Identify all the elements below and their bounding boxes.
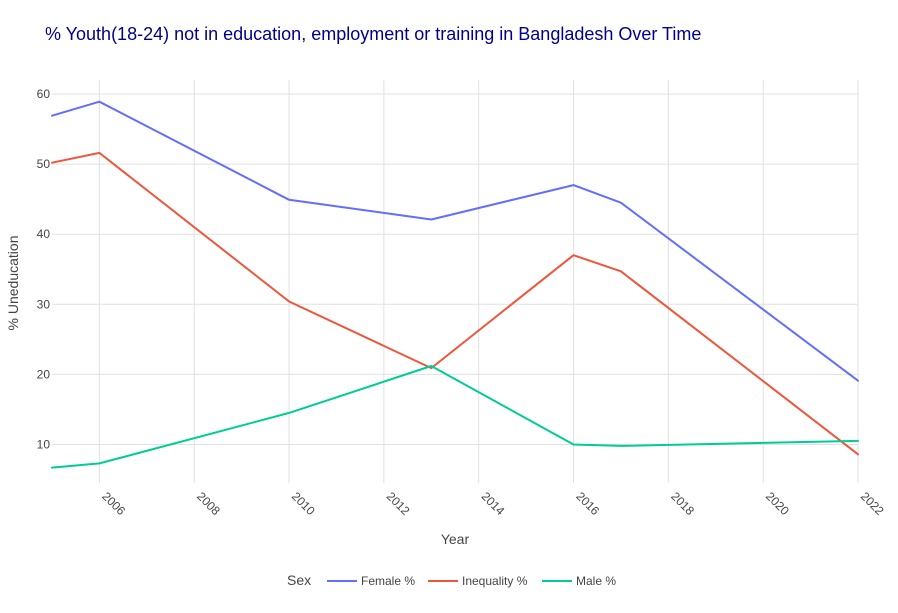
x-axis-title: Year [441,531,470,547]
y-axis-title: % Uneducation [5,236,21,331]
legend-title: Sex [287,572,311,588]
y-tick-label: 40 [37,227,51,241]
y-tick-label: 30 [37,297,51,311]
legend-item-male[interactable]: Male % [542,574,616,588]
legend-item-female[interactable]: Female % [327,574,415,588]
chart-title: % Youth(18-24) not in education, employm… [45,24,701,44]
legend-item-inequality[interactable]: Inequality % [428,574,528,588]
series-line-female [51,100,859,382]
legend-label: Inequality % [462,574,528,588]
legend-label: Female % [361,574,415,588]
series-line-inequality [51,151,859,456]
y-tick-label: 60 [37,87,51,101]
legend-items: Female % Inequality % Male % [327,574,616,588]
series-layer [51,100,859,469]
legend: Sex Female % Inequality % Male % [287,572,616,588]
y-tick-label: 50 [37,157,51,171]
y-tick-label: 10 [37,437,51,451]
legend-label: Male % [576,574,616,588]
y-tick-label: 20 [37,367,51,381]
series-line-male [51,365,859,469]
